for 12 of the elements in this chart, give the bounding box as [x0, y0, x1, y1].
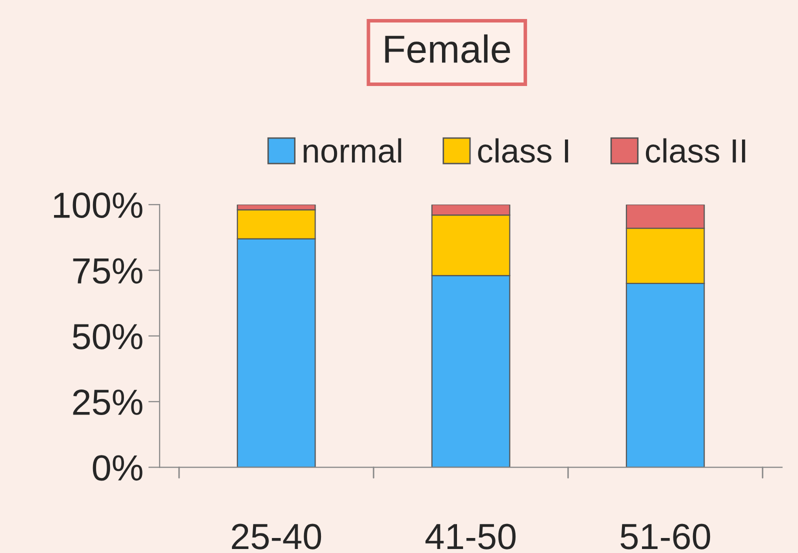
chart-title: Female	[385, 34, 510, 63]
x-tick-label: 51-60	[620, 524, 710, 550]
x-tick-label: 25-40	[232, 524, 322, 550]
x-tick-label: 41-50	[425, 524, 516, 550]
legend-label: normal	[304, 138, 402, 163]
y-tick-label: 25%	[73, 389, 142, 416]
y-tick-label: 50%	[72, 324, 142, 350]
y-tick-label: 75%	[73, 258, 142, 284]
y-tick-label: 0%	[92, 455, 142, 481]
legend-label: class I	[478, 138, 568, 163]
legend-label: class II	[646, 138, 746, 163]
y-tick-label: 100%	[54, 192, 142, 218]
